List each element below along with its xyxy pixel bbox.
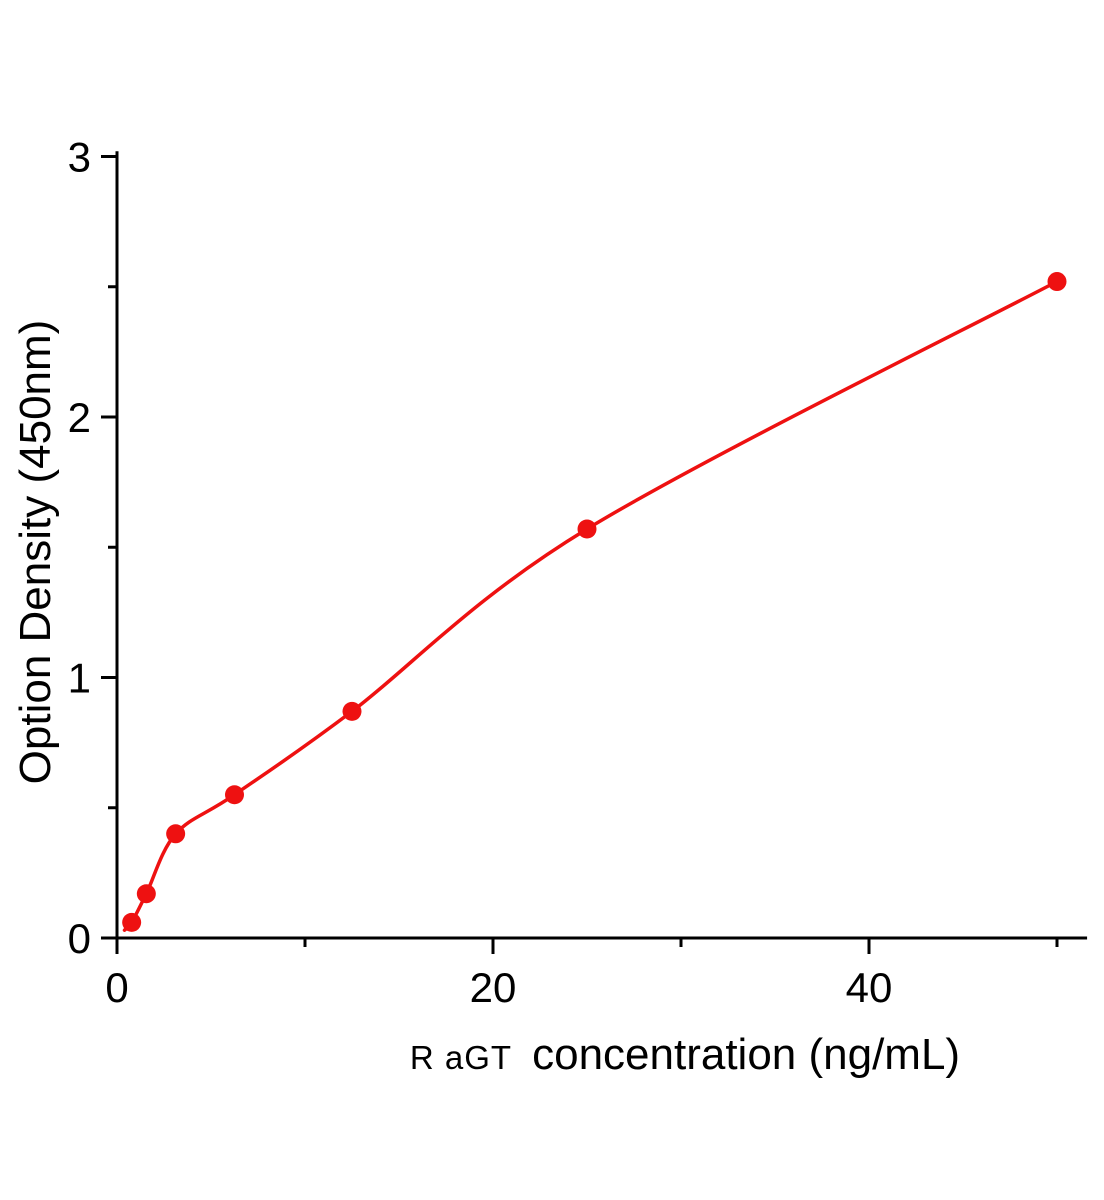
y-tick-label: 0: [68, 915, 91, 962]
x-axis-title-prefix: R aGT: [409, 1039, 513, 1076]
x-axis-title-main: concentration (ng/mL): [532, 1030, 961, 1079]
x-tick-label: 40: [846, 964, 893, 1011]
data-point: [225, 785, 244, 805]
x-tick-label: 0: [105, 964, 128, 1011]
x-tick-label: 20: [470, 964, 517, 1011]
data-point: [166, 824, 186, 844]
fit-curve: [122, 279, 1059, 932]
data-point: [136, 884, 156, 904]
y-tick-label: 3: [68, 134, 91, 181]
data-point: [577, 519, 597, 539]
x-axis-title: R aGT concentration (ng/mL): [210, 1030, 1104, 1080]
data-point: [342, 701, 362, 721]
y-tick-label: 2: [68, 394, 91, 441]
y-axis-title: Option Density (450nm): [11, 319, 60, 785]
data-point: [122, 912, 142, 932]
data-point: [1047, 272, 1067, 292]
y-tick-label: 1: [68, 655, 91, 702]
